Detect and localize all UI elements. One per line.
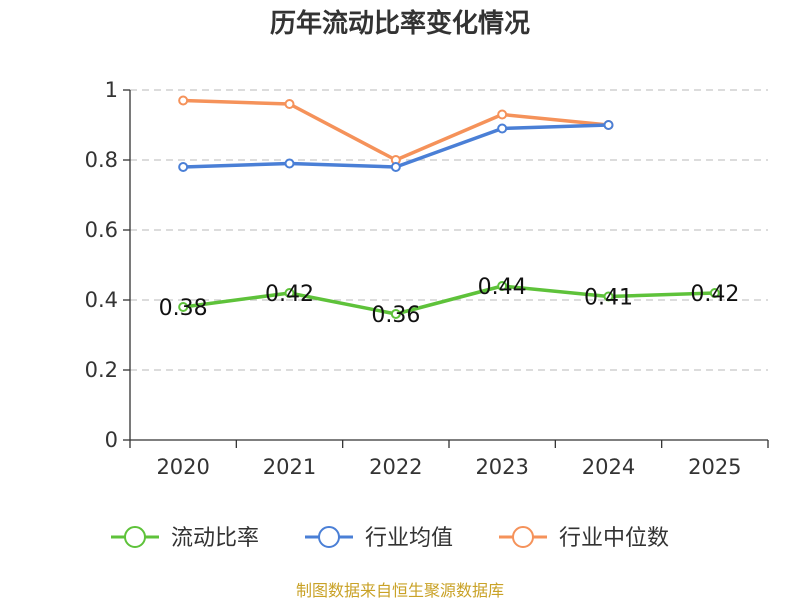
y-tick-label: 0 xyxy=(105,428,118,452)
data-label: 0.42 xyxy=(690,282,739,307)
series-line xyxy=(183,98,609,162)
legend-marker-icon xyxy=(512,526,534,548)
data-label: 0.36 xyxy=(371,303,420,328)
y-tick-label: 0.2 xyxy=(85,358,118,382)
x-tick-label: 2021 xyxy=(263,455,316,479)
legend-marker-icon xyxy=(318,526,340,548)
x-tick-label: 2022 xyxy=(369,455,422,479)
data-point[interactable] xyxy=(390,309,401,319)
data-point[interactable] xyxy=(709,288,720,298)
data-point[interactable] xyxy=(178,162,189,172)
grid-layer xyxy=(130,89,768,371)
legend-label: 流动比率 xyxy=(171,526,259,551)
source-note: 制图数据来自恒生聚源数据库 xyxy=(296,581,504,600)
data-point[interactable] xyxy=(284,99,295,109)
legend-marker-icon xyxy=(124,526,146,548)
data-label: 0.44 xyxy=(478,275,527,300)
legend-label: 行业均值 xyxy=(365,526,453,551)
x-tick-label: 2023 xyxy=(475,455,528,479)
y-tick-label: 0.8 xyxy=(85,148,118,172)
data-point[interactable] xyxy=(603,291,614,302)
data-point[interactable] xyxy=(497,123,508,134)
data-point[interactable] xyxy=(284,288,295,298)
legend-item[interactable]: 流动比率 xyxy=(111,526,259,551)
data-point[interactable] xyxy=(603,120,614,130)
data-label-layer: 0.38 0.42 0.36 0.44 0.41 0.42 xyxy=(159,275,740,328)
legend-item[interactable]: 行业均值 xyxy=(305,526,453,551)
chart-title: 历年流动比率变化情况 xyxy=(270,8,530,39)
y-tick-label: 0.4 xyxy=(85,288,118,312)
series-line xyxy=(182,284,715,316)
data-label: 0.38 xyxy=(159,296,208,321)
x-tick-label: 2025 xyxy=(688,455,741,479)
x-tick-label: 2024 xyxy=(582,455,635,479)
data-point[interactable] xyxy=(497,281,508,291)
legend[interactable]: 流动比率 行业均值 行业中位数 xyxy=(111,526,669,551)
legend-item[interactable]: 行业中位数 xyxy=(499,526,669,551)
data-point[interactable] xyxy=(178,95,189,106)
data-point[interactable] xyxy=(284,158,295,169)
data-point[interactable] xyxy=(178,302,189,312)
data-point[interactable] xyxy=(390,162,401,172)
data-point[interactable] xyxy=(497,109,508,120)
axis-layer: 0 0.2 0.4 0.6 0.8 1 2020 2021 2022 2023 2024 2025 xyxy=(85,78,769,479)
x-tick-label: 2020 xyxy=(156,455,209,479)
data-label: 0.41 xyxy=(584,286,633,311)
series-layer xyxy=(178,95,720,319)
data-label: 0.42 xyxy=(265,282,314,307)
legend-label: 行业中位数 xyxy=(559,526,669,551)
y-tick-label: 1 xyxy=(105,78,118,102)
y-tick-label: 0.6 xyxy=(85,218,118,242)
